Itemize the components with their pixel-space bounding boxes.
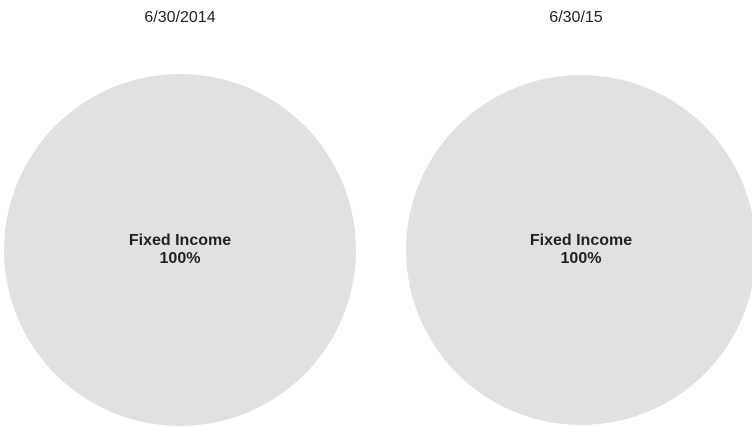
- pie-slice: [406, 75, 752, 425]
- slice-value-label: 100%: [561, 250, 602, 267]
- slice-value-label: 100%: [160, 250, 201, 267]
- chart-title: 6/30/2014: [144, 9, 215, 26]
- slice-label: Fixed Income: [129, 232, 231, 249]
- slice-label: Fixed Income: [530, 232, 632, 249]
- chart-title: 6/30/15: [549, 9, 602, 26]
- pie-slice: [4, 74, 356, 426]
